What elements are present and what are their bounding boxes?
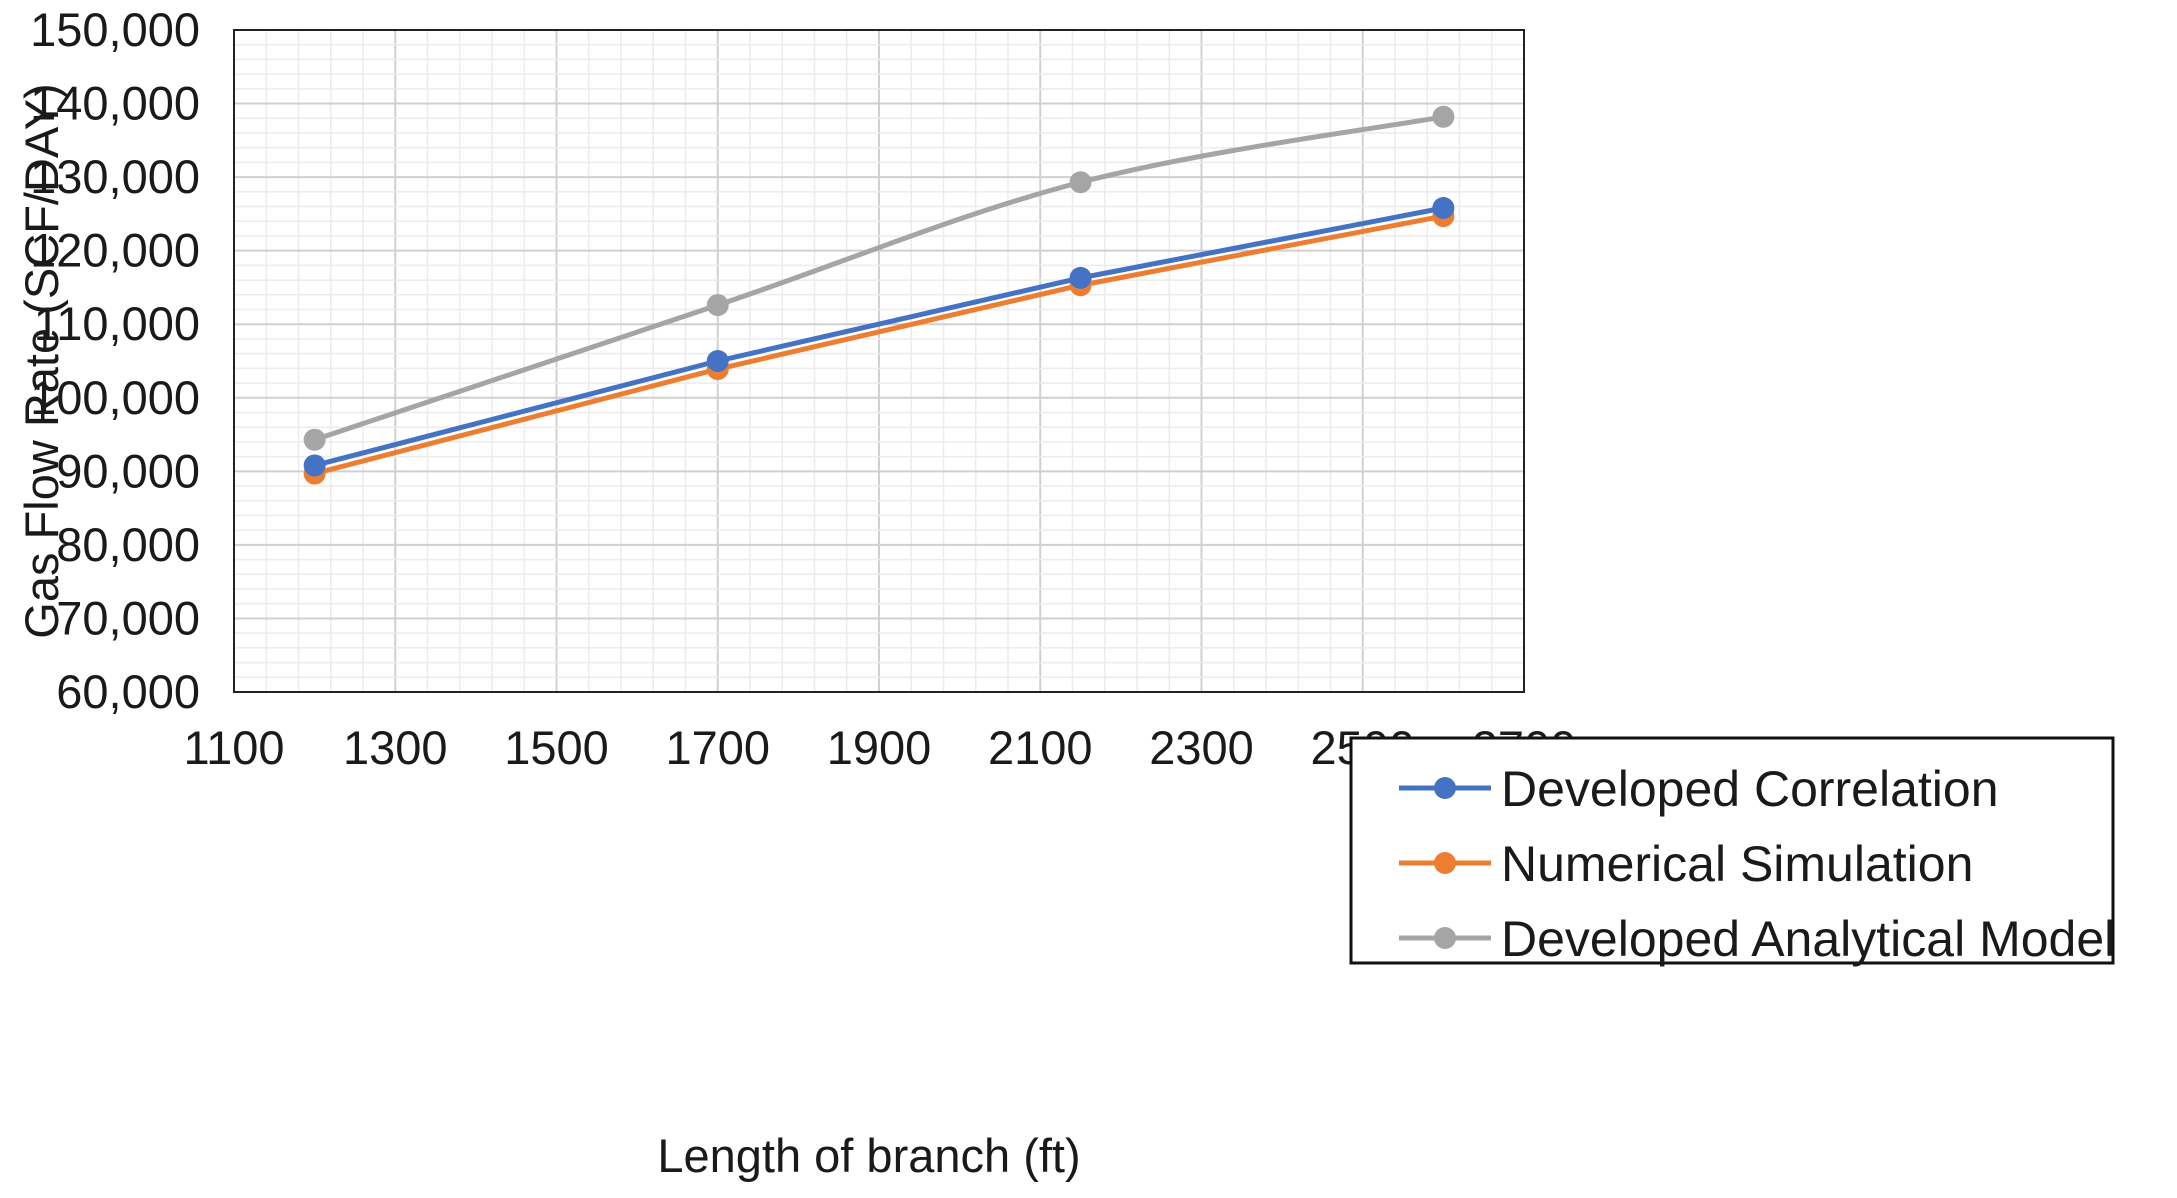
data-point-developed-analytical-model [303, 428, 326, 451]
legend-item-developed-analytical-model: Developed Analytical Model [1399, 911, 2115, 967]
y-tick-label: 100,000 [30, 371, 200, 424]
data-point-developed-analytical-model [706, 294, 729, 317]
legend-swatch-marker [1434, 777, 1456, 799]
y-tick-label: 70,000 [56, 591, 200, 644]
x-tick-label: 2300 [1149, 721, 1254, 774]
y-tick-label: 60,000 [56, 665, 200, 718]
data-point-developed-analytical-model [1069, 171, 1092, 194]
data-point-developed-analytical-model [1432, 105, 1455, 128]
legend-item-numerical-simulation: Numerical Simulation [1399, 836, 1973, 892]
x-tick-label: 1300 [343, 721, 448, 774]
y-tick-label: 90,000 [56, 444, 200, 497]
x-tick-label: 1700 [665, 721, 770, 774]
y-tick-label: 80,000 [56, 518, 200, 571]
x-tick-label: 1900 [827, 721, 932, 774]
series-developed-correlation [303, 197, 1455, 477]
series-line-developed-analytical-model [312, 114, 1446, 443]
series [303, 105, 1455, 485]
y-tick-label: 130,000 [30, 150, 200, 203]
legend-label: Developed Analytical Model [1501, 911, 2115, 967]
y-tick-label: 150,000 [30, 3, 200, 56]
legend-label: Developed Correlation [1501, 761, 1999, 817]
legend-item-developed-correlation: Developed Correlation [1399, 761, 1999, 817]
legend: Developed Correlation Numerical Simulatio… [1349, 736, 2115, 967]
data-point-developed-correlation [706, 350, 729, 372]
data-point-developed-correlation [1069, 266, 1092, 289]
y-tick-label: 140,000 [30, 77, 200, 130]
x-axis-title: Length of branch (ft) [657, 1129, 1080, 1182]
legend-label: Numerical Simulation [1501, 836, 1973, 892]
legend-swatch-marker [1434, 852, 1456, 874]
x-tick-label: 1100 [183, 721, 284, 774]
data-point-developed-correlation [303, 454, 326, 477]
x-tick-label: 2100 [988, 721, 1093, 774]
x-tick-label: 1500 [504, 721, 609, 774]
grid [233, 29, 1525, 693]
legend-box [1349, 736, 2115, 965]
y-tick-label: 110,000 [34, 297, 200, 350]
y-axis-title: Gas Flow Rate (SCF/DAY) [15, 83, 68, 638]
y-tick-label: 120,000 [30, 224, 200, 277]
series-line-developed-correlation [312, 205, 1446, 468]
data-point-developed-correlation [1432, 197, 1455, 220]
legend-swatch-marker [1434, 927, 1456, 949]
series-line-numerical-simulation [312, 213, 1446, 477]
y-axis-tick-labels: 60,000 70,000 80,000 90,000 100,000 110,000 12… [30, 3, 200, 718]
plot-area-frame [233, 29, 1525, 693]
series-developed-analytical-model [303, 105, 1455, 451]
